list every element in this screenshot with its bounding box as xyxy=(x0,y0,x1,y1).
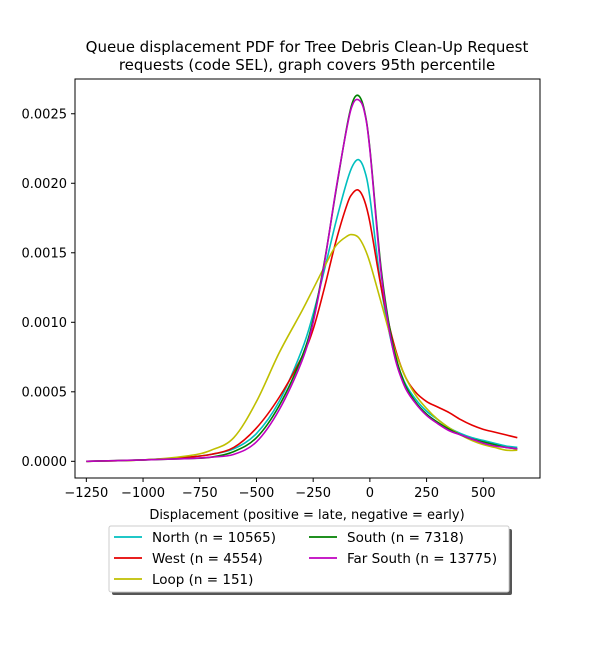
x-tick-label: −250 xyxy=(295,486,331,501)
series-line-west xyxy=(86,189,518,463)
legend-box xyxy=(108,525,510,593)
legend-label-far-south: Far South (n = 13775) xyxy=(347,551,497,567)
x-axis-ticks: −1250 −1000 −750 −500 −250 0 250 500 xyxy=(64,478,496,501)
series-layer xyxy=(86,94,518,463)
y-tick-label: 0.0005 xyxy=(22,385,68,400)
x-tick-label: −500 xyxy=(239,486,275,501)
x-tick-label: −1000 xyxy=(121,486,165,501)
y-tick-label: 0.0000 xyxy=(22,455,68,470)
chart-title-line-2: requests (code SEL), graph covers 95th p… xyxy=(119,56,495,74)
series-line-north xyxy=(86,158,518,463)
plot-area-frame xyxy=(74,78,541,479)
series-line-far-south xyxy=(86,98,518,463)
x-tick-label: −1250 xyxy=(64,486,108,501)
y-axis-ticks: 0.0000 0.0005 0.0010 0.0015 0.0020 0.0025 xyxy=(22,107,75,470)
x-axis-label: Displacement (positive = late, negative … xyxy=(149,508,464,523)
legend-label-west: West (n = 4554) xyxy=(152,551,263,567)
legend-label-north: North (n = 10565) xyxy=(152,530,276,546)
x-tick-label: 0 xyxy=(366,486,374,501)
y-tick-label: 0.0020 xyxy=(22,177,68,192)
legend-label-south: South (n = 7318) xyxy=(347,530,464,546)
y-tick-label: 0.0010 xyxy=(22,316,68,331)
legend-items: North (n = 10565) West (n = 4554) Loop (n … xyxy=(114,530,497,588)
x-tick-label: −750 xyxy=(182,486,218,501)
x-tick-label: 250 xyxy=(414,486,439,501)
legend-label-loop: Loop (n = 151) xyxy=(152,572,253,588)
x-tick-label: 500 xyxy=(471,486,496,501)
chart-title-line-1: Queue displacement PDF for Tree Debris C… xyxy=(86,38,529,56)
y-tick-label: 0.0025 xyxy=(22,107,68,122)
series-line-south xyxy=(86,94,518,463)
y-tick-label: 0.0015 xyxy=(22,246,68,261)
legend: North (n = 10565) West (n = 4554) Loop (n … xyxy=(108,525,512,595)
